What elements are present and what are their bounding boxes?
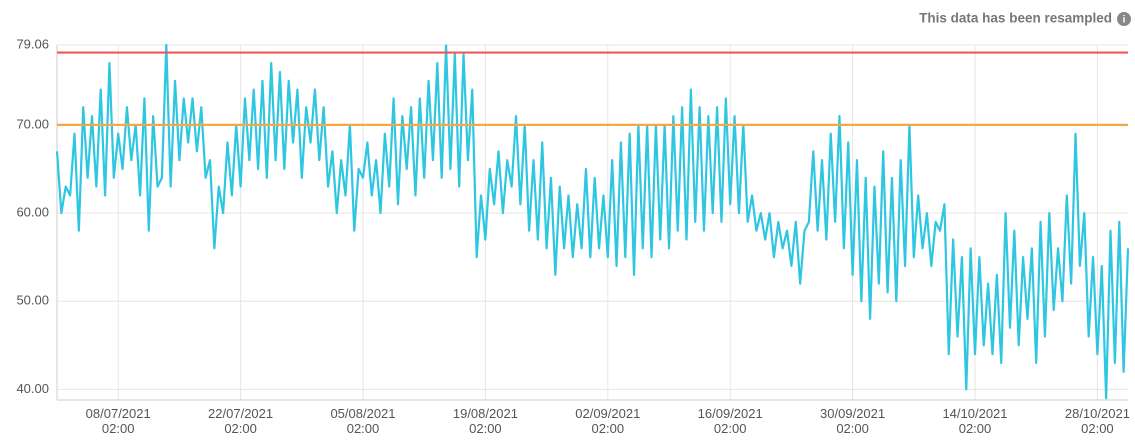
x-tick-label: 19/08/2021 02:00 — [453, 406, 518, 435]
x-tick-label: 05/08/2021 02:00 — [330, 406, 395, 435]
y-tick-label: 50.00 — [16, 293, 49, 308]
x-tick-label: 14/10/2021 02:00 — [942, 406, 1007, 435]
resample-note: This data has been resampled — [919, 11, 1112, 26]
x-tick-label: 02/09/2021 02:00 — [575, 406, 640, 435]
y-tick-label: 79.06 — [16, 36, 49, 51]
x-tick-label: 30/09/2021 02:00 — [820, 406, 885, 435]
data-line — [55, 43, 1130, 400]
x-tick-label: 08/07/2021 02:00 — [86, 406, 151, 435]
x-tick-label: 22/07/2021 02:00 — [208, 406, 273, 435]
x-tick-label: 28/10/2021 02:00 — [1065, 406, 1130, 435]
y-tick-label: 70.00 — [16, 116, 49, 131]
x-tick-label: 16/09/2021 02:00 — [698, 406, 763, 435]
y-tick-label: 40.00 — [16, 381, 49, 396]
info-icon-circle[interactable] — [1117, 12, 1131, 26]
y-tick-label: 60.00 — [16, 205, 49, 220]
info-icon-glyph[interactable]: i — [1123, 15, 1126, 26]
info-icon[interactable]: i — [1117, 12, 1131, 26]
